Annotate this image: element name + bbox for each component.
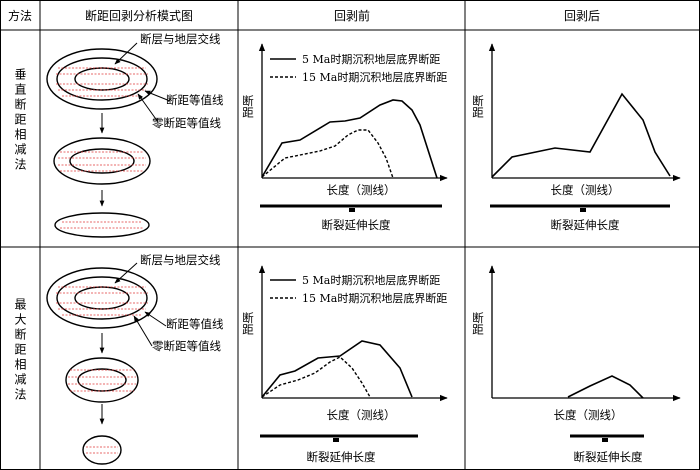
row2-middle-ellipse — [56, 276, 148, 320]
row1-after-ylabel: 断距 — [471, 94, 485, 118]
row2-before-xlabel: 长度（测线） — [327, 408, 396, 422]
row2-outer-ellipse — [46, 267, 158, 329]
row1-before-legend-dashed: 15 Ma时期沉积地层底界断距 — [302, 70, 447, 84]
row1-before-ylabel: 断距 — [241, 94, 255, 118]
row1-after-xlabel: 长度（测线） — [551, 183, 620, 197]
row2-label-throw-contour: 断距等值线 — [166, 317, 224, 331]
row2-mid-inner-ellipse — [77, 368, 127, 392]
row2-after-chart — [488, 265, 681, 442]
row1-label-fault-intersection: 断层与地层交线 — [140, 32, 221, 46]
row1-label-throw-contour: 断距等值线 — [166, 93, 224, 107]
row1-after-bar-label: 断裂延伸长度 — [551, 218, 620, 232]
row1-label-zero-contour: 零断距等值线 — [152, 116, 221, 130]
row1-outer-ellipse — [46, 48, 158, 110]
row2-label-fault-intersection: 断层与地层交线 — [140, 253, 221, 267]
header-method: 方法 — [8, 8, 32, 23]
row1-before-extent-tick — [349, 208, 355, 212]
row1-after-chart — [488, 43, 681, 212]
row1-model-diagram — [46, 42, 171, 238]
row1-after-extent-tick — [580, 208, 586, 212]
row2-before-bar-label: 断裂延伸长度 — [307, 450, 376, 464]
row2-after-bar-label: 断裂延伸长度 — [574, 450, 643, 464]
row1-after-line — [491, 92, 671, 178]
row1-before-chart — [258, 43, 448, 212]
row2-mid-outer-ellipse — [65, 357, 139, 403]
header-after: 回剥后 — [564, 9, 600, 23]
row2-before-extent-tick — [333, 438, 339, 442]
row2-after-line — [567, 375, 644, 399]
row1-mid-inner-ellipse — [69, 148, 135, 174]
row2-before-solid-line — [261, 340, 413, 398]
row2-before-dashed-line — [261, 356, 371, 398]
row2-after-xlabel: 长度（测线） — [554, 408, 623, 422]
row1-method-label: 垂直断距相减法 — [13, 68, 27, 173]
header-before: 回剥前 — [334, 8, 370, 23]
row2-model-diagram — [46, 262, 167, 465]
row1-before-solid-line — [261, 99, 438, 179]
row2-after-ylabel: 断距 — [471, 311, 485, 335]
row2-before-ylabel: 断距 — [241, 311, 255, 335]
row1-inner-ellipse — [74, 67, 130, 91]
row2-inner-ellipse — [74, 286, 130, 310]
row2-before-legend-solid: 5 Ma时期沉积地层底界断距 — [302, 273, 440, 287]
row1-before-xlabel: 长度（测线） — [327, 183, 396, 197]
row2-before-chart — [258, 265, 448, 442]
row1-before-bar-label: 断裂延伸长度 — [322, 218, 391, 232]
row1-middle-ellipse — [56, 57, 148, 101]
row2-before-legend-dashed: 15 Ma时期沉积地层底界断距 — [302, 291, 447, 305]
row2-label-zero-contour: 零断距等值线 — [152, 339, 221, 353]
row2-after-extent-tick — [602, 438, 608, 442]
row2-bottom-ellipse — [82, 435, 122, 465]
row1-mid-outer-ellipse — [53, 137, 151, 185]
row1-bottom-ellipse — [54, 212, 150, 238]
row1-before-dashed-line — [261, 129, 394, 179]
row1-before-legend-solid: 5 Ma时期沉积地层底界断距 — [302, 52, 440, 66]
header-model: 断距回剥分析模式图 — [85, 8, 193, 23]
row2-method-label: 最大断距相减法 — [13, 298, 27, 403]
